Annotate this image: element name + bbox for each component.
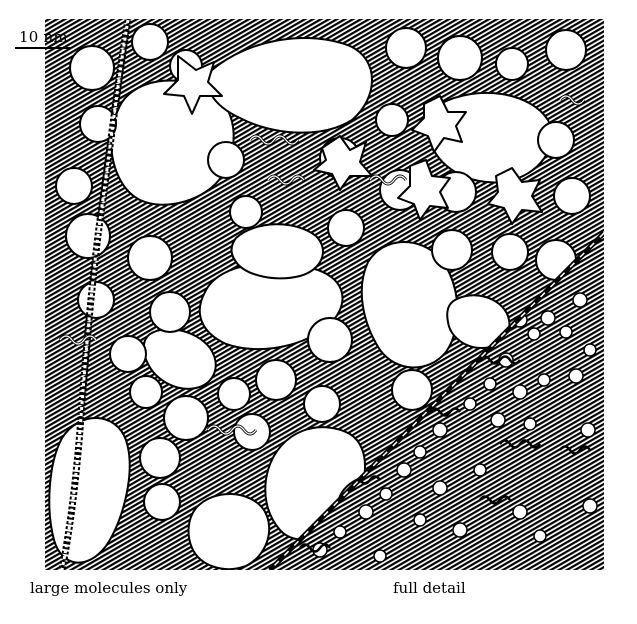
globular-protein <box>255 359 297 401</box>
globular-protein <box>537 121 575 159</box>
large-protein-blob <box>360 241 459 369</box>
globular-protein <box>129 375 163 409</box>
globular-protein <box>307 317 353 363</box>
globular-protein <box>495 47 529 81</box>
scale-bar <box>15 47 70 49</box>
globular-protein <box>553 177 591 215</box>
globular-protein <box>69 45 115 91</box>
right-panel-caption: full detail <box>393 579 466 597</box>
globular-protein <box>229 195 263 229</box>
globular-protein <box>163 395 209 441</box>
large-protein-blob <box>187 493 271 570</box>
globular-protein <box>139 437 181 479</box>
globular-protein <box>491 233 529 271</box>
globular-protein <box>217 377 251 411</box>
globular-protein <box>131 23 169 61</box>
large-protein-blob <box>230 223 324 280</box>
globular-protein <box>77 281 115 319</box>
multimeric-complex <box>487 167 543 225</box>
globular-protein <box>303 385 341 423</box>
globular-protein <box>327 209 365 247</box>
multimeric-complex <box>411 95 467 153</box>
multimeric-complex <box>313 135 373 191</box>
large-protein-blob <box>446 294 511 349</box>
multimeric-complex <box>397 159 451 221</box>
globular-protein <box>545 29 587 71</box>
left-panel-caption: large molecules only <box>30 579 188 597</box>
scale-bar-label: 10 nm <box>19 28 68 46</box>
globular-protein <box>109 335 147 373</box>
globular-protein <box>79 105 117 143</box>
globular-protein <box>385 27 427 69</box>
globular-protein <box>55 167 93 205</box>
globular-protein <box>207 141 245 179</box>
globular-protein <box>143 483 181 521</box>
multimeric-complex <box>163 55 223 115</box>
actin-filament <box>60 19 130 570</box>
globular-protein <box>391 369 433 411</box>
globular-protein <box>127 235 173 281</box>
globular-protein <box>437 35 483 81</box>
globular-protein <box>149 291 191 333</box>
globular-protein <box>431 229 473 271</box>
large-protein-blob <box>206 37 373 134</box>
globular-protein <box>375 103 409 137</box>
large-protein-blob <box>48 417 131 564</box>
